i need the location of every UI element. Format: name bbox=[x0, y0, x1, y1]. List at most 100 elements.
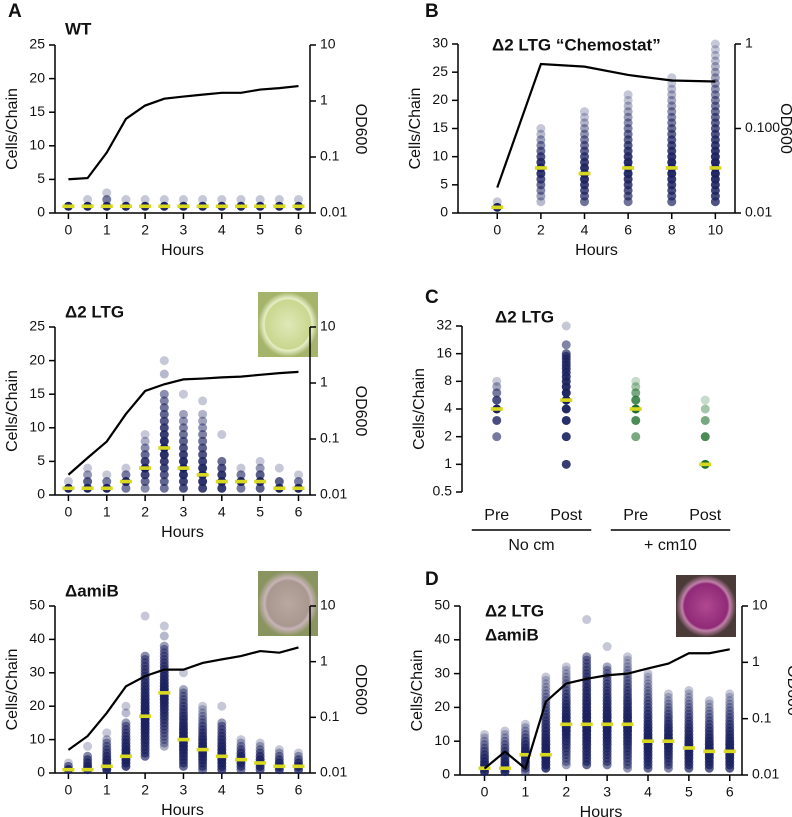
cell-dot bbox=[102, 728, 112, 738]
cell-dot bbox=[536, 140, 546, 150]
x-tick-label: 4 bbox=[581, 222, 589, 238]
cell-dot bbox=[663, 699, 673, 709]
cell-dot bbox=[631, 395, 641, 405]
cell-dot bbox=[663, 692, 673, 702]
y2-tick-label: 0.1 bbox=[320, 708, 340, 724]
cell-dot bbox=[500, 733, 510, 743]
y2-tick-label: 0.1 bbox=[320, 430, 340, 446]
y-tick-label: 10 bbox=[434, 732, 450, 748]
cell-dot bbox=[255, 195, 265, 205]
cell-dot bbox=[623, 101, 633, 111]
y-tick-label: 0 bbox=[37, 204, 45, 220]
y2-tick-label: 0.1 bbox=[320, 148, 340, 164]
y-tick-label: 30 bbox=[434, 664, 450, 680]
cell-dot bbox=[293, 470, 303, 480]
y2-axis-label: OD600 bbox=[352, 386, 369, 437]
category-label: Pre bbox=[623, 507, 648, 524]
cell-dot bbox=[159, 648, 169, 658]
cell-dot bbox=[704, 696, 714, 706]
cell-dot bbox=[63, 758, 73, 768]
y-tick-label: 5 bbox=[440, 176, 448, 192]
cell-dot bbox=[121, 470, 131, 480]
cell-dot bbox=[663, 706, 673, 716]
od-line bbox=[67, 646, 299, 751]
cell-dot bbox=[236, 735, 246, 745]
cell-dot bbox=[274, 748, 284, 758]
cell-dot bbox=[140, 456, 150, 466]
median-mark bbox=[139, 204, 152, 209]
cell-dot bbox=[198, 450, 208, 460]
x-tick-label: 2 bbox=[141, 504, 149, 520]
cell-dot bbox=[178, 389, 188, 399]
median-mark bbox=[273, 486, 286, 491]
median-mark bbox=[196, 747, 209, 752]
cell-dot bbox=[643, 682, 653, 692]
cell-dot bbox=[83, 195, 93, 205]
cell-dot bbox=[293, 195, 303, 205]
cell-dot bbox=[623, 90, 633, 100]
panel-subtitle: ΔamiB bbox=[485, 625, 539, 644]
x-tick-label: 0 bbox=[481, 784, 489, 800]
cell-dot bbox=[198, 436, 208, 446]
cell-dot bbox=[663, 702, 673, 712]
y2-tick-label: 10 bbox=[320, 318, 336, 334]
panel-title: ΔamiB bbox=[65, 581, 119, 600]
cell-dot bbox=[217, 430, 227, 440]
cell-dot bbox=[536, 124, 546, 133]
y-tick-label: 1 bbox=[444, 455, 452, 471]
cell-dot bbox=[159, 430, 169, 440]
od-line bbox=[483, 648, 730, 771]
y2-axis-label: OD600 bbox=[777, 103, 792, 154]
group-label: + cm10 bbox=[644, 537, 697, 554]
y-tick-label: 0 bbox=[440, 204, 448, 220]
cell-dot bbox=[198, 423, 208, 433]
cell-dot bbox=[492, 432, 502, 442]
y-tick-label: 5 bbox=[37, 170, 45, 186]
cell-dot bbox=[536, 135, 546, 145]
cell-dot bbox=[623, 107, 633, 117]
cell-dot bbox=[178, 470, 188, 480]
cell-dot bbox=[541, 682, 551, 692]
cell-dot bbox=[198, 409, 208, 419]
cell-dot bbox=[520, 723, 530, 733]
panel-label: C bbox=[425, 287, 439, 308]
cell-dot bbox=[217, 701, 227, 711]
x-tick-label: 1 bbox=[103, 222, 111, 238]
cell-dot bbox=[102, 735, 112, 745]
cell-dot bbox=[293, 751, 303, 761]
cell-dot bbox=[102, 477, 112, 487]
cell-dot bbox=[83, 470, 93, 480]
cell-dot bbox=[198, 463, 208, 473]
cell-dot bbox=[667, 84, 677, 94]
median-mark bbox=[81, 767, 94, 772]
cell-dot bbox=[710, 90, 720, 100]
y-axis-label: Cells/Chain bbox=[409, 650, 426, 732]
x-tick-label: 0 bbox=[493, 222, 501, 238]
cell-dot bbox=[236, 483, 246, 493]
colony-photo bbox=[258, 292, 318, 357]
cell-dot bbox=[623, 655, 633, 665]
cell-dot bbox=[198, 701, 208, 711]
cell-dot bbox=[159, 738, 169, 748]
x-tick-label: 2 bbox=[537, 222, 545, 238]
cell-dot bbox=[159, 463, 169, 473]
x-tick-label: 6 bbox=[295, 222, 303, 238]
y-tick-label: 0 bbox=[37, 486, 45, 502]
cell-dot bbox=[236, 195, 246, 205]
cell-dot bbox=[159, 735, 169, 745]
cell-dot bbox=[582, 615, 592, 625]
median-mark bbox=[662, 739, 675, 743]
y-tick-label: 50 bbox=[29, 597, 45, 613]
cell-dot bbox=[121, 463, 131, 473]
cell-dot bbox=[217, 456, 227, 466]
y-tick-label: 10 bbox=[29, 419, 45, 435]
median-mark bbox=[498, 766, 511, 771]
cell-dot bbox=[140, 470, 150, 480]
cell-dot bbox=[217, 470, 227, 480]
cell-dot bbox=[274, 477, 284, 487]
colony-photo bbox=[676, 575, 736, 637]
cell-dot bbox=[667, 101, 677, 111]
od-line bbox=[496, 62, 716, 188]
x-tick-label: 6 bbox=[295, 504, 303, 520]
y-tick-label: 30 bbox=[432, 35, 448, 51]
